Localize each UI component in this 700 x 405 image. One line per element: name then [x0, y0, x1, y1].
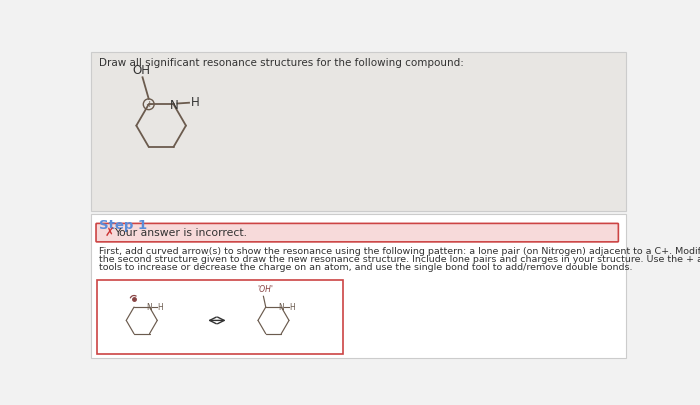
- Text: H: H: [289, 303, 295, 311]
- Text: the second structure given to draw the new resonance structure. Include lone pai: the second structure given to draw the n…: [99, 255, 700, 264]
- Text: ✗: ✗: [104, 226, 114, 239]
- FancyBboxPatch shape: [92, 214, 626, 358]
- Text: H: H: [158, 303, 163, 311]
- FancyBboxPatch shape: [97, 280, 343, 354]
- Text: N: N: [170, 98, 178, 111]
- FancyBboxPatch shape: [92, 53, 626, 211]
- Text: Step 1: Step 1: [99, 219, 147, 232]
- Text: 'OH': 'OH': [258, 285, 274, 294]
- Text: N: N: [279, 303, 284, 312]
- Text: OH: OH: [132, 64, 150, 77]
- FancyBboxPatch shape: [96, 224, 618, 242]
- Text: Your answer is incorrect.: Your answer is incorrect.: [114, 228, 247, 238]
- Text: +: +: [145, 100, 153, 109]
- Text: tools to increase or decrease the charge on an atom, and use the single bond too: tools to increase or decrease the charge…: [99, 263, 633, 273]
- Text: Draw all significant resonance structures for the following compound:: Draw all significant resonance structure…: [99, 58, 464, 68]
- Text: First, add curved arrow(s) to show the resonance using the following pattern: a : First, add curved arrow(s) to show the r…: [99, 247, 700, 256]
- Text: N: N: [146, 303, 153, 312]
- Text: H: H: [191, 96, 200, 109]
